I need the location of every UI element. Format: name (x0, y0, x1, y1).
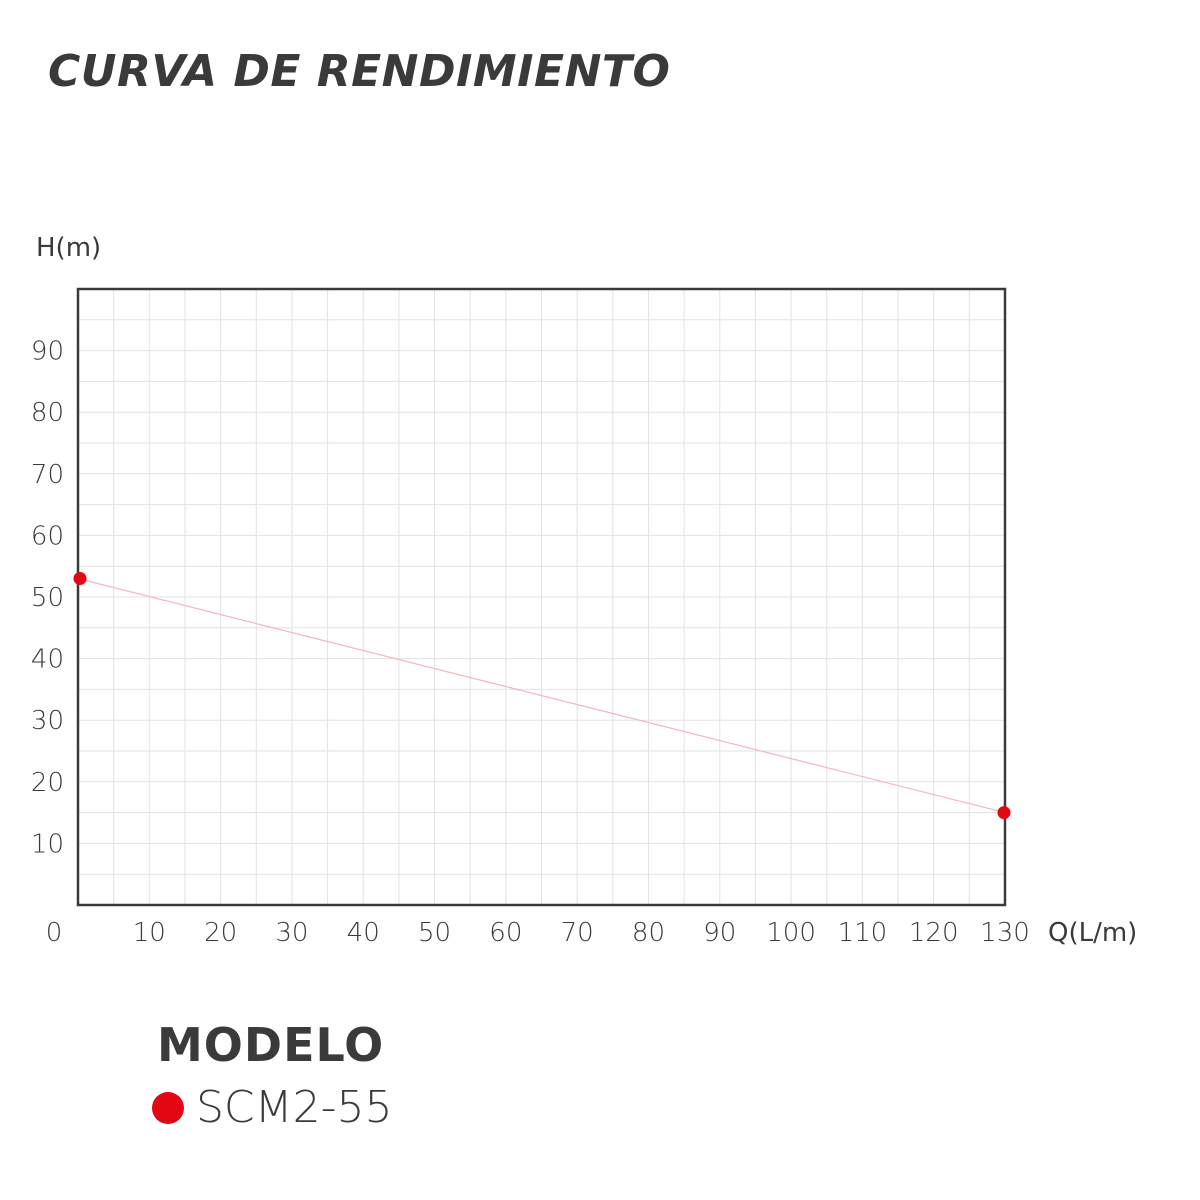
x-tick-label: 10 (133, 918, 166, 948)
y-tick-label: 10 (31, 829, 64, 859)
plot-frame (76, 287, 1007, 907)
series-group (73, 572, 1011, 820)
x-axis-label: Q(L/m) (1048, 918, 1137, 948)
legend-marker (152, 1091, 184, 1124)
legend-label: SCM2-55 (196, 1082, 393, 1133)
grid (78, 289, 1005, 905)
x-tick-label: 120 (909, 918, 959, 948)
x-tick-label: 60 (489, 918, 522, 948)
legend-item: SCM2-55 (152, 1082, 392, 1133)
y-tick-label: 30 (31, 706, 64, 736)
y-tick-label: 40 (31, 645, 64, 675)
x-tick-label: 90 (703, 918, 736, 948)
y-tick-label: 60 (31, 521, 64, 551)
x-tick-label: 30 (275, 918, 308, 948)
performance-chart: 0 10 20 30 40 50 60 70 80 90 100 110 120 130 10 20 30 40… (31, 233, 1137, 948)
data-point (73, 572, 87, 586)
y-axis-label: H(m) (36, 233, 101, 263)
x-tick-label: 80 (632, 918, 665, 948)
x-tick-label: 100 (766, 918, 816, 948)
y-tick-label: 50 (31, 583, 64, 613)
y-tick-label: 80 (31, 398, 64, 428)
legend-title: MODELO (157, 1018, 385, 1072)
x-tick-label: 70 (561, 918, 594, 948)
series-line (77, 577, 1006, 814)
y-tick-label: 90 (31, 337, 64, 367)
y-tick-label: 70 (31, 460, 64, 490)
x-tick-label: 50 (418, 918, 451, 948)
x-tick-label: 130 (980, 918, 1030, 948)
x-axis-ticks: 0 10 20 30 40 50 60 70 80 90 100 110 120 130 (46, 918, 1030, 948)
y-tick-label: 20 (31, 768, 64, 798)
x-tick-label: 0 (46, 918, 63, 948)
x-tick-label: 110 (838, 918, 888, 948)
data-point (997, 806, 1011, 820)
y-axis-ticks: 10 20 30 40 50 60 70 80 90 (31, 337, 64, 860)
x-tick-label: 40 (347, 918, 380, 948)
x-tick-label: 20 (204, 918, 237, 948)
chart-title: CURVA DE RENDIMIENTO (48, 46, 671, 97)
